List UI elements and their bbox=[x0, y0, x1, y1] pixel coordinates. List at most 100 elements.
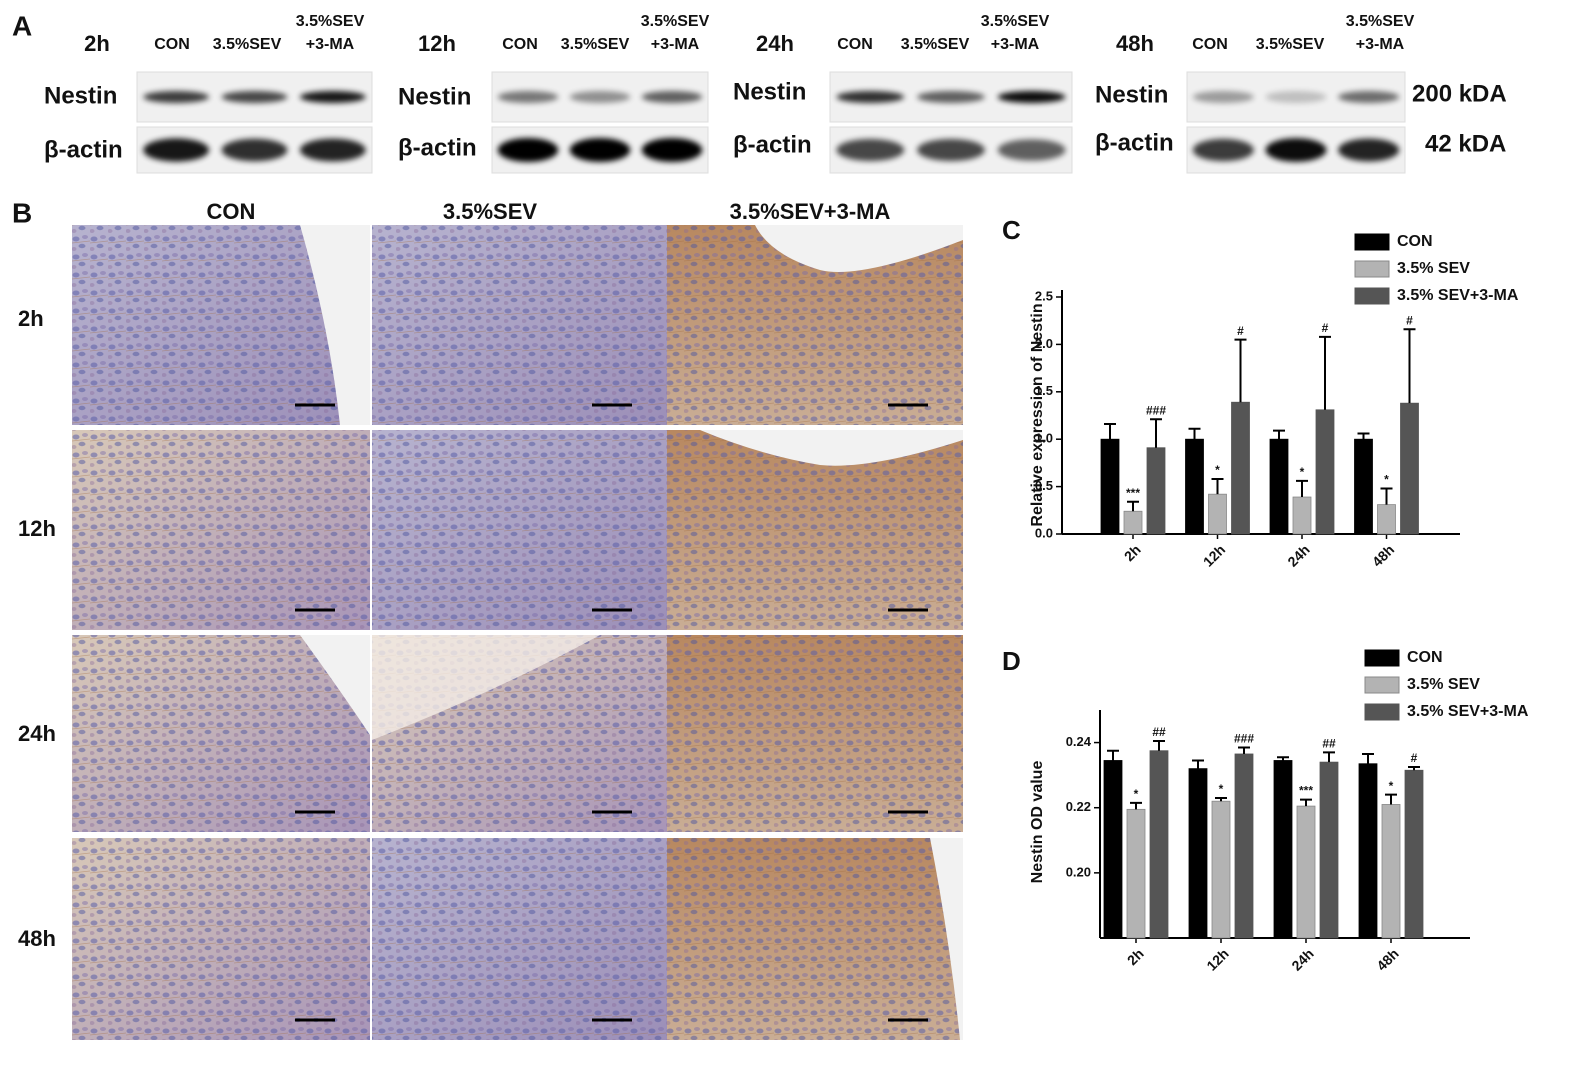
size-label: 42 kDA bbox=[1425, 130, 1506, 157]
lane-label: CON bbox=[502, 36, 538, 53]
blot-band bbox=[641, 91, 703, 103]
bar bbox=[1296, 805, 1316, 939]
blot-band bbox=[497, 91, 559, 103]
lane-label: 3.5%SEV bbox=[561, 36, 630, 53]
error-bar bbox=[1319, 335, 1331, 410]
y-tick-label: 0.22 bbox=[1066, 799, 1091, 814]
micrograph-texture bbox=[372, 225, 667, 425]
legend-label: 3.5% SEV+3-MA bbox=[1407, 703, 1529, 720]
time-label: 24h bbox=[756, 31, 794, 56]
significance-label: ### bbox=[1146, 403, 1166, 417]
legend-swatch bbox=[1364, 703, 1400, 721]
bar bbox=[1292, 496, 1312, 535]
error-bar bbox=[1296, 479, 1308, 498]
y-axis-title: Nestin OD value bbox=[1029, 761, 1046, 884]
micrograph-texture bbox=[667, 838, 963, 1040]
significance-label: * bbox=[1215, 463, 1220, 477]
significance-label: *** bbox=[1126, 486, 1140, 500]
panel-label: A bbox=[12, 10, 32, 41]
lane-label: 3.5%SEV bbox=[981, 13, 1050, 30]
significance-label: * bbox=[1300, 465, 1305, 479]
significance-label: * bbox=[1219, 782, 1224, 796]
significance-label: # bbox=[1406, 313, 1413, 327]
bar bbox=[1319, 761, 1339, 939]
row-label: β-actin bbox=[733, 131, 812, 158]
significance-label: *** bbox=[1299, 784, 1313, 798]
x-tick-label: 12h bbox=[1200, 541, 1228, 569]
x-tick-label: 48h bbox=[1369, 541, 1397, 569]
row-label: Nestin bbox=[733, 78, 806, 105]
y-tick-label: 2.5 bbox=[1035, 288, 1053, 303]
micrograph-texture bbox=[372, 838, 667, 1040]
row-label: 48h bbox=[18, 926, 56, 951]
row-label: Nestin bbox=[1095, 81, 1168, 108]
blot-band bbox=[1265, 138, 1327, 162]
significance-label: ## bbox=[1322, 737, 1336, 751]
bar bbox=[1123, 510, 1143, 535]
significance-label: * bbox=[1384, 473, 1389, 487]
significance-label: # bbox=[1322, 321, 1329, 335]
row-label: β-actin bbox=[44, 136, 123, 163]
significance-label: ## bbox=[1152, 725, 1166, 739]
error-bar bbox=[1127, 500, 1139, 512]
significance-label: * bbox=[1389, 779, 1394, 793]
column-label: 3.5%SEV bbox=[443, 199, 537, 224]
blot-band bbox=[299, 91, 366, 103]
lane-label: 3.5%SEV bbox=[296, 13, 365, 30]
x-tick-label: 2h bbox=[1121, 541, 1144, 564]
time-label: 2h bbox=[84, 31, 110, 56]
x-tick-label: 48h bbox=[1373, 945, 1401, 973]
error-bar bbox=[1408, 766, 1420, 771]
column-label: 3.5%SEV+3-MA bbox=[730, 199, 891, 224]
legend-label: 3.5% SEV+3-MA bbox=[1397, 287, 1519, 304]
blot-band bbox=[836, 91, 905, 103]
significance-label: # bbox=[1411, 751, 1418, 765]
y-tick-label: 1.0 bbox=[1035, 431, 1053, 446]
tissue-gap bbox=[930, 838, 963, 1040]
legend-label: CON bbox=[1407, 649, 1443, 666]
x-tick-label: 24h bbox=[1284, 541, 1312, 569]
micrograph-texture bbox=[72, 430, 370, 630]
y-tick-label: 0.24 bbox=[1066, 734, 1092, 749]
error-bar bbox=[1362, 752, 1374, 764]
error-bar bbox=[1385, 793, 1397, 805]
error-bar bbox=[1380, 487, 1393, 505]
row-label: β-actin bbox=[398, 134, 477, 161]
significance-label: * bbox=[1134, 787, 1139, 801]
bar bbox=[1211, 800, 1231, 939]
lane-label: 3.5%SEV bbox=[641, 13, 710, 30]
blot-band bbox=[917, 138, 985, 162]
bar bbox=[1146, 447, 1166, 535]
tissue-gap bbox=[700, 430, 963, 466]
error-bar bbox=[1192, 759, 1204, 769]
blot-band bbox=[641, 138, 703, 162]
bar bbox=[1188, 768, 1208, 939]
legend-label: 3.5% SEV bbox=[1397, 260, 1470, 277]
legend-swatch bbox=[1354, 233, 1390, 251]
bar bbox=[1400, 402, 1419, 535]
error-bar bbox=[1300, 798, 1312, 807]
time-label: 12h bbox=[418, 31, 456, 56]
error-bar bbox=[1153, 739, 1165, 751]
significance-label: # bbox=[1237, 324, 1244, 338]
bar bbox=[1404, 769, 1424, 939]
legend-swatch bbox=[1354, 287, 1390, 305]
legend-label: 3.5% SEV bbox=[1407, 676, 1480, 693]
error-bar bbox=[1188, 427, 1201, 440]
lane-label: 3.5%SEV bbox=[213, 36, 282, 53]
bar bbox=[1381, 804, 1401, 939]
blot-band bbox=[569, 91, 631, 103]
legend-swatch bbox=[1354, 260, 1390, 278]
bar bbox=[1234, 753, 1254, 939]
y-tick-label: 2.0 bbox=[1035, 336, 1053, 351]
bar bbox=[1100, 438, 1120, 535]
lane-label: +3-MA bbox=[306, 36, 355, 53]
blot-band bbox=[997, 91, 1066, 103]
panel-label: B bbox=[12, 197, 32, 228]
western-blots: A 2h CON 3.5%SEV 3.5%SEV +3-MA Nestin β-actin 12… bbox=[12, 10, 1507, 174]
y-tick-label: 0.20 bbox=[1066, 864, 1091, 879]
blot-band bbox=[1338, 138, 1400, 162]
error-bar bbox=[1323, 751, 1335, 763]
row-label: 2h bbox=[18, 306, 44, 331]
